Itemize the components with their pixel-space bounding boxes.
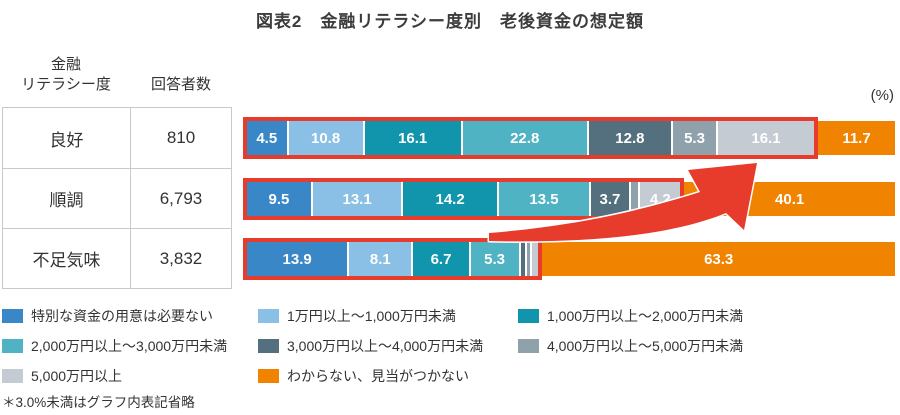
footnote: ＊3.0%未満はグラフ内表記省略	[2, 395, 195, 410]
bar-segment: 16.1	[715, 121, 815, 155]
segment-value-label: 40.1	[775, 190, 805, 208]
legend-item: 1,000万円以上～2,000万円未満	[518, 306, 743, 326]
segment-value-label: 4.5	[256, 129, 278, 147]
bar-row-good: 4.5 10.8 16.1 22.8 12.8 5.3 16.1 11.7	[243, 117, 895, 159]
segment-value-label: 12.8	[615, 129, 645, 147]
legend-item: 4,000万円以上～5,000万円未満	[518, 336, 743, 356]
segment-value-label: 16.1	[751, 129, 781, 147]
literacy-level-cell: 良好	[3, 108, 131, 168]
legend-swatch	[518, 309, 539, 323]
bar-segment: 5.3	[671, 121, 716, 155]
legend-label: 3,000万円以上～4,000万円未満	[287, 338, 484, 354]
table-header-literacy-line1: 金融	[50, 55, 81, 73]
unit-label: (%)	[870, 87, 894, 104]
table-header-literacy-line2: リテラシー度	[21, 75, 111, 93]
bar-segment: 13.5	[496, 182, 590, 216]
segment-value-label: 13.9	[282, 250, 312, 268]
highlight-box: 9.5 13.1 14.2 13.5 3.7 4.2	[243, 178, 685, 220]
table-header-respondents: 回答者数	[150, 76, 211, 93]
bar-segment: 6.7	[411, 242, 469, 276]
table-header-literacy: 金融 リテラシー度	[2, 50, 130, 95]
legend-swatch	[258, 339, 279, 353]
legend-label: 1,000万円以上～2,000万円未満	[547, 308, 744, 324]
legend-swatch	[258, 369, 279, 383]
legend-column-3: 1,000万円以上～2,000万円未満 4,000万円以上～5,000万円未満	[518, 306, 743, 356]
bar-segment: 12.8	[586, 121, 672, 155]
legend-item: 1万円以上～1,000万円未満	[258, 306, 483, 326]
bar-segment: 13.9	[247, 242, 348, 276]
table-header: 金融 リテラシー度 回答者数	[2, 50, 232, 95]
bar-segment: 8.1	[347, 242, 412, 276]
bar-segment-unknown: 11.7	[818, 121, 895, 155]
segment-value-label: 4.2	[649, 190, 671, 208]
table-row: 不足気味 3,832	[3, 228, 231, 288]
segment-value-label: 13.5	[529, 190, 559, 208]
bar-segment: 5.3	[468, 242, 519, 276]
bar-segment: 13.1	[310, 182, 402, 216]
segment-value-label: 16.1	[398, 129, 428, 147]
legend-swatch	[2, 309, 23, 323]
bar-segment	[518, 242, 526, 276]
segment-value-label: 3.7	[599, 190, 621, 208]
segment-value-label: 13.1	[342, 190, 372, 208]
bar-row-insufficient: 13.9 8.1 6.7 5.3 63.3	[243, 238, 895, 280]
legend-item: 特別な資金の用意は必要ない	[2, 306, 227, 326]
bar-segment: 9.5	[247, 182, 311, 216]
literacy-table: 良好 810 順調 6,793 不足気味 3,832	[2, 107, 232, 289]
legend-swatch	[2, 369, 23, 383]
highlight-box: 4.5 10.8 16.1 22.8 12.8 5.3 16.1	[243, 117, 819, 159]
bar-segment: 16.1	[362, 121, 461, 155]
segment-value-label: 11.7	[842, 129, 871, 147]
bar-segment: 14.2	[401, 182, 497, 216]
bar-segment: 4.5	[247, 121, 287, 155]
legend-label: 1万円以上～1,000万円未満	[287, 308, 456, 324]
legend-swatch	[258, 309, 279, 323]
legend-item: わからない、見当がつかない	[258, 366, 483, 386]
chart-title: 図表2 金融リテラシー度別 老後資金の想定額	[255, 12, 645, 31]
legend-label: 2,000万円以上～3,000万円未満	[31, 338, 228, 354]
legend-label: 4,000万円以上～5,000万円未満	[547, 338, 744, 354]
segment-value-label: 63.3	[704, 250, 734, 268]
literacy-level-cell: 不足気味	[3, 229, 131, 288]
bar-segment: 10.8	[286, 121, 363, 155]
legend-item: 3,000万円以上～4,000万円未満	[258, 336, 483, 356]
legend-swatch	[2, 339, 23, 353]
bar-segment-unknown: 63.3	[542, 242, 895, 276]
table-row: 良好 810	[3, 108, 231, 168]
segment-value-label: 6.7	[430, 250, 452, 268]
legend-label: 5,000万円以上	[31, 368, 123, 384]
legend-label: わからない、見当がつかない	[287, 368, 469, 384]
table-row: 順調 6,793	[3, 168, 231, 228]
legend-item: 5,000万円以上	[2, 366, 227, 386]
respondent-count-cell: 810	[166, 128, 196, 147]
bar-segment: 22.8	[460, 121, 587, 155]
bar-segment: 4.2	[638, 182, 681, 216]
bar-segment	[525, 242, 530, 276]
bar-segment: 3.7	[589, 182, 629, 216]
bar-segment	[529, 242, 539, 276]
legend-item: 2,000万円以上～3,000万円未満	[2, 336, 227, 356]
respondent-count-cell: 6,793	[159, 188, 203, 208]
segment-value-label: 14.2	[435, 190, 465, 208]
segment-value-label: 22.8	[510, 129, 540, 147]
legend-swatch	[518, 339, 539, 353]
segment-value-label: 8.1	[369, 250, 391, 268]
highlight-box: 13.9 8.1 6.7 5.3	[243, 238, 543, 280]
legend-label: 特別な資金の用意は必要ない	[31, 308, 213, 324]
legend-column-1: 特別な資金の用意は必要ない 2,000万円以上～3,000万円未満 5,000万円以…	[2, 306, 227, 386]
segment-value-label: 10.8	[311, 129, 341, 147]
segment-value-label: 5.3	[684, 129, 705, 147]
bar-segment-unknown: 40.1	[684, 182, 895, 216]
respondent-count-cell: 3,832	[159, 248, 203, 268]
bar-segment	[628, 182, 639, 216]
segment-value-label: 5.3	[484, 250, 505, 268]
segment-value-label: 9.5	[268, 190, 290, 208]
legend-column-2: 1万円以上～1,000万円未満 3,000万円以上～4,000万円未満 わからない、…	[258, 306, 483, 386]
bar-row-steady: 9.5 13.1 14.2 13.5 3.7 4.2 40.1	[243, 178, 895, 220]
literacy-level-cell: 順調	[3, 169, 131, 228]
